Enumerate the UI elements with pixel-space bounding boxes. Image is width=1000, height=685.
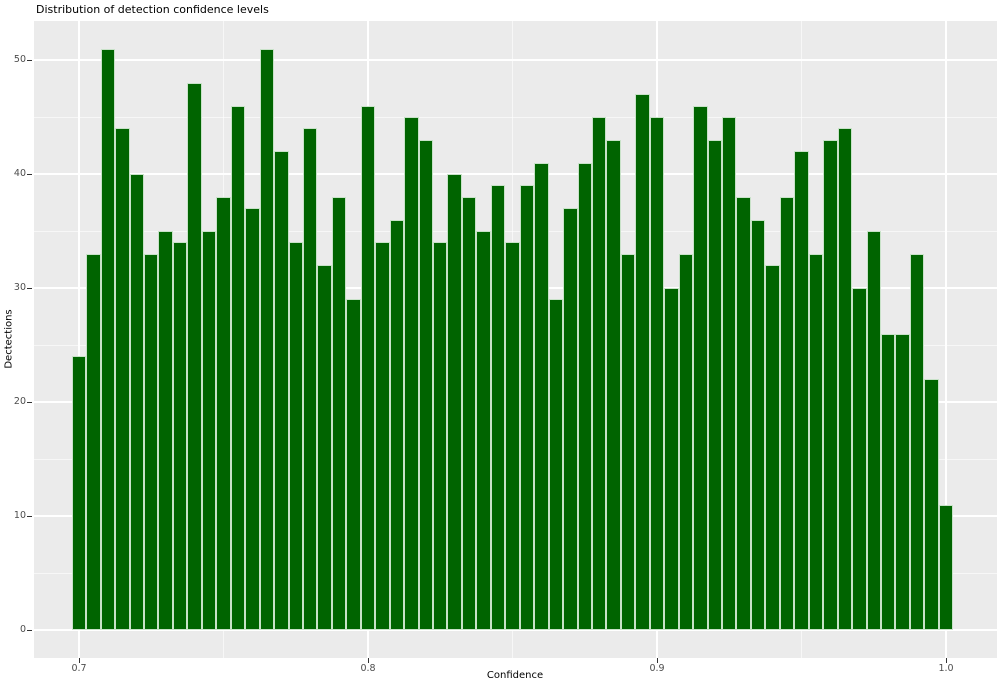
histogram-bar — [317, 265, 332, 630]
y-tick-mark — [27, 515, 32, 517]
histogram-bar — [693, 105, 708, 630]
x-gridline-major — [78, 21, 80, 658]
histogram-bar — [274, 151, 289, 630]
y-tick-mark — [27, 287, 32, 289]
histogram-bar — [895, 333, 910, 630]
histogram-bar — [534, 162, 549, 630]
x-tick-label: 0.8 — [360, 663, 376, 674]
histogram-bar — [635, 94, 650, 630]
y-gridline-minor — [34, 230, 997, 232]
y-tick-mark — [27, 401, 32, 403]
histogram-bar — [389, 219, 405, 630]
x-tick-label: 0.7 — [71, 663, 87, 674]
histogram-bar — [187, 82, 202, 630]
histogram-bar — [938, 504, 954, 630]
histogram-bar — [519, 185, 535, 630]
histogram-bar — [548, 299, 564, 630]
x-tick-mark — [78, 658, 80, 663]
histogram-bar — [880, 333, 896, 630]
histogram-bar — [404, 117, 419, 630]
histogram-bar — [216, 196, 231, 630]
histogram-bar — [924, 379, 939, 630]
histogram-bar — [288, 242, 303, 630]
histogram-bar — [259, 48, 275, 630]
histogram-bar — [577, 162, 592, 630]
histogram-bar — [490, 185, 506, 630]
y-tick-mark — [27, 59, 32, 61]
y-gridline-major — [34, 629, 997, 631]
histogram-bar — [115, 128, 130, 630]
histogram-bar — [375, 242, 390, 630]
y-tick-label: 10 — [13, 510, 26, 521]
y-tick-label: 20 — [13, 396, 26, 407]
histogram-bar — [172, 242, 188, 630]
histogram-bar — [346, 299, 361, 630]
histogram-bar — [664, 288, 679, 630]
y-tick-label: 40 — [13, 168, 26, 179]
histogram-bar — [823, 139, 838, 630]
histogram-bar — [129, 174, 144, 630]
histogram-bar — [433, 242, 448, 630]
histogram-bar — [909, 253, 925, 630]
histogram-bar — [563, 208, 578, 630]
histogram-bar — [866, 231, 881, 630]
histogram-bar — [649, 117, 665, 630]
histogram-bar — [230, 105, 246, 630]
histogram-bar — [360, 105, 376, 630]
histogram-bar — [418, 139, 433, 630]
x-tick-mark — [656, 658, 658, 663]
plot-panel — [34, 21, 997, 658]
histogram-bar — [707, 139, 722, 630]
histogram-bar — [245, 208, 260, 630]
y-tick-label: 50 — [13, 54, 26, 65]
histogram-bar — [678, 253, 694, 630]
histogram-bar — [71, 356, 87, 630]
histogram-bar — [505, 242, 520, 630]
x-tick-mark — [945, 658, 947, 663]
y-tick-label: 0 — [19, 624, 26, 635]
histogram-bar — [447, 174, 462, 630]
histogram-bar — [808, 253, 824, 630]
histogram-bar — [837, 128, 853, 630]
histogram-bar — [158, 231, 173, 630]
y-tick-mark — [27, 173, 32, 175]
histogram-bar — [86, 253, 101, 630]
histogram-bar — [606, 139, 621, 630]
histogram-bar — [201, 231, 217, 630]
histogram-bar — [794, 151, 809, 630]
x-tick-label: 0.9 — [649, 663, 665, 674]
histogram-bar — [302, 128, 318, 630]
histogram-bar — [144, 253, 159, 630]
histogram-bar — [331, 196, 347, 630]
y-axis-title: Dectections — [3, 309, 15, 369]
histogram-bar — [750, 219, 766, 630]
x-tick-label: 1.0 — [938, 663, 954, 674]
histogram-bar — [591, 117, 607, 630]
histogram-bar — [620, 253, 636, 630]
y-tick-label: 30 — [13, 282, 26, 293]
y-tick-mark — [27, 629, 32, 631]
histogram-bar — [461, 196, 477, 630]
histogram-bar — [100, 48, 116, 630]
x-tick-mark — [367, 658, 369, 663]
x-axis-title: Confidence — [486, 670, 544, 681]
x-gridline-major — [945, 21, 947, 658]
y-gridline-minor — [34, 116, 997, 118]
histogram-bar — [779, 196, 795, 630]
y-gridline-major — [34, 173, 997, 175]
histogram-bar — [476, 231, 491, 630]
histogram-bar — [765, 265, 780, 630]
y-gridline-major — [34, 59, 997, 61]
histogram-bar — [852, 288, 867, 630]
chart-title: Distribution of detection confidence lev… — [36, 3, 269, 16]
histogram-bar — [736, 196, 751, 630]
histogram-bar — [722, 117, 737, 630]
